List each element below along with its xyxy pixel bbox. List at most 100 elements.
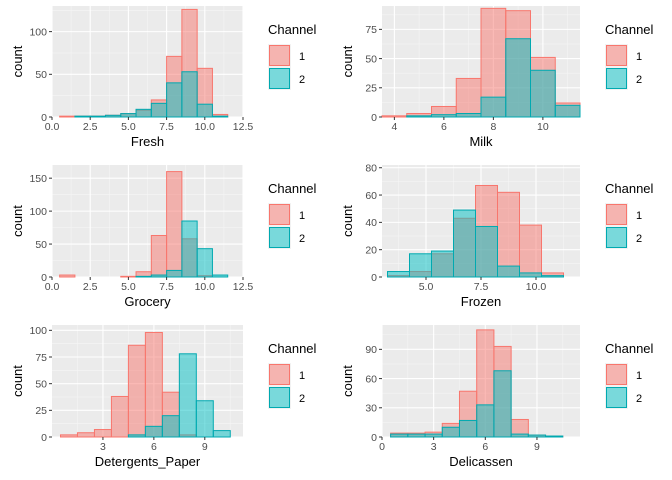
- bar-channel-1: [59, 274, 76, 278]
- x-tick-label: 0.0: [45, 281, 60, 293]
- bar-channel-2: [406, 115, 432, 118]
- bar-channel-2: [211, 115, 229, 118]
- legend-label: 2: [299, 393, 305, 405]
- y-tick-label: 75: [365, 24, 377, 36]
- y-axis-title: count: [10, 205, 25, 237]
- x-axis-title: Milk: [469, 134, 493, 149]
- x-tick-label: 8: [490, 121, 496, 133]
- bar-channel-1: [166, 171, 183, 278]
- bar-channel-2: [195, 400, 214, 438]
- legend-title: Channel: [268, 181, 317, 196]
- x-tick-label: 12.5: [233, 121, 254, 133]
- bar-channel-2: [181, 220, 198, 278]
- bar-channel-2: [458, 419, 478, 438]
- bar-channel-2: [530, 69, 556, 118]
- legend-key-channel-1: [606, 364, 627, 385]
- bar-channel-2: [212, 430, 231, 438]
- legend-title: Channel: [605, 22, 654, 37]
- legend-label: 1: [636, 210, 642, 222]
- x-tick-label: 4: [391, 121, 397, 133]
- x-tick-label: 7.5: [474, 281, 489, 293]
- legend-key-channel-2: [269, 227, 290, 248]
- x-tick-label: 3: [431, 441, 437, 453]
- bar-channel-2: [476, 404, 495, 438]
- y-axis-title: count: [340, 365, 355, 397]
- legend-key-channel-1: [269, 364, 290, 385]
- legend-key-channel-1: [606, 45, 627, 66]
- bar-channel-2: [135, 108, 152, 118]
- bar-channel-2: [387, 271, 410, 278]
- x-tick-label: 5.0: [121, 121, 136, 133]
- bar-channel-2: [166, 269, 183, 278]
- y-tick-label: 25: [35, 405, 47, 417]
- bar-channel-2: [120, 113, 137, 118]
- legend-key-channel-2: [606, 387, 627, 408]
- legend: Channel 1 2: [268, 22, 317, 90]
- legend-label: 1: [299, 51, 305, 63]
- legend-label: 1: [636, 370, 642, 382]
- bar-channel-1: [76, 432, 95, 438]
- bar-channel-2: [475, 225, 498, 278]
- y-tick-label: 100: [29, 26, 47, 38]
- x-tick-label: 3: [100, 441, 106, 453]
- bar-channel-2: [150, 102, 168, 118]
- bar-channel-1: [144, 331, 163, 438]
- legend-label: 1: [299, 370, 305, 382]
- bar-channel-1: [519, 224, 542, 278]
- y-tick-label: 50: [35, 378, 47, 390]
- y-tick-label: 50: [35, 69, 47, 81]
- legend-title: Channel: [268, 341, 317, 356]
- y-tick-label: 90: [365, 344, 377, 356]
- legend-label: 2: [636, 233, 642, 245]
- x-tick-label: 9: [534, 441, 540, 453]
- x-tick-label: 10.0: [526, 281, 547, 293]
- bar-channel-2: [493, 370, 512, 438]
- bar-channel-2: [390, 433, 409, 438]
- bar-channel-2: [178, 353, 197, 438]
- x-tick-label: 2.5: [83, 121, 98, 133]
- x-tick-label: 10.0: [195, 121, 216, 133]
- legend-label: 1: [636, 51, 642, 63]
- legend: Channel 1 2: [605, 341, 654, 409]
- x-tick-label: 12.5: [233, 281, 254, 293]
- bar-channel-1: [497, 191, 520, 278]
- bar-channel-1: [120, 275, 137, 278]
- y-tick-label: 0: [371, 112, 377, 124]
- x-axis-title: Delicassen: [449, 454, 513, 469]
- bar-channel-2: [161, 415, 180, 438]
- bar-channel-2: [519, 272, 542, 278]
- bar-channel-1: [381, 115, 408, 118]
- y-tick-label: 0: [371, 432, 377, 444]
- y-tick-label: 0: [41, 112, 47, 124]
- legend: Channel 1 2: [268, 181, 317, 249]
- histogram-panel-milk: 4 6 8 10 0 25 50 75 Milk count Channel 1 2: [340, 6, 654, 149]
- x-tick-label: 7.5: [159, 121, 174, 133]
- bar-channel-1: [59, 115, 76, 118]
- y-tick-label: 0: [41, 432, 47, 444]
- legend-label: 2: [636, 393, 642, 405]
- x-tick-label: 7.5: [159, 281, 174, 293]
- bar-channel-2: [431, 114, 457, 118]
- y-tick-label: 40: [365, 217, 377, 229]
- bar-channel-2: [196, 248, 213, 278]
- y-tick-label: 80: [365, 163, 377, 175]
- x-tick-label: 6: [151, 441, 157, 453]
- bar-channel-2: [441, 426, 460, 438]
- y-tick-label: 25: [365, 83, 377, 95]
- y-tick-label: 50: [365, 53, 377, 65]
- legend-label: 2: [636, 74, 642, 86]
- legend-key-channel-2: [606, 227, 627, 248]
- bar-channel-1: [110, 395, 129, 438]
- legend: Channel 1 2: [605, 22, 654, 90]
- x-tick-label: 0.0: [45, 121, 60, 133]
- bar-channel-2: [211, 274, 229, 278]
- y-tick-label: 150: [29, 173, 47, 185]
- bar-channel-2: [181, 71, 198, 118]
- x-axis-title: Fresh: [131, 134, 164, 149]
- x-tick-label: 2.5: [83, 281, 98, 293]
- bar-channel-2: [541, 275, 564, 278]
- y-tick-label: 100: [29, 325, 47, 337]
- legend-key-channel-2: [269, 68, 290, 89]
- bar-channel-2: [89, 115, 106, 118]
